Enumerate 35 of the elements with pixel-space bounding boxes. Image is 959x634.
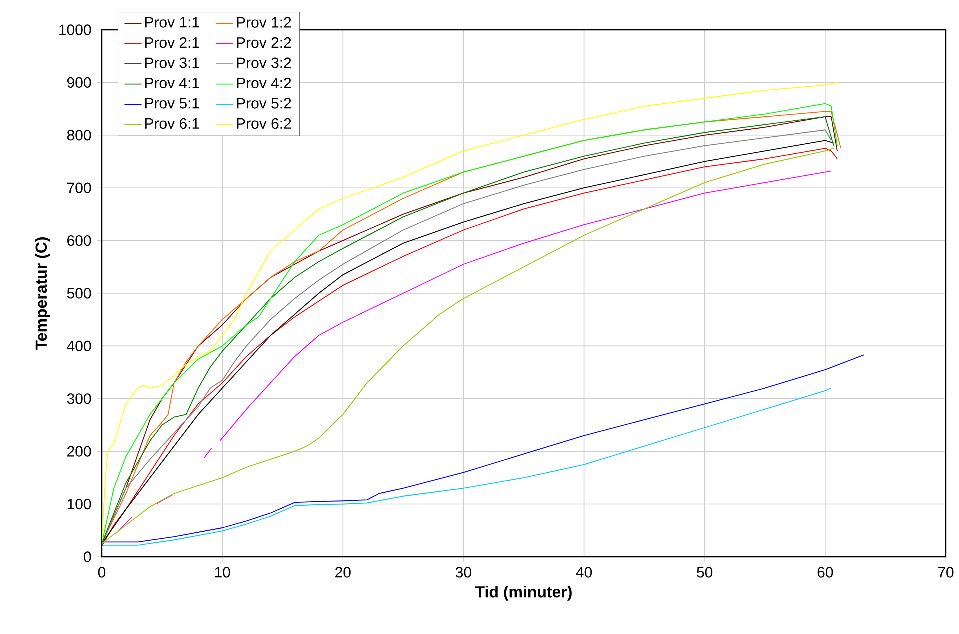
legend-label: Prov 3:1 xyxy=(145,58,200,68)
y-tick-label: 300 xyxy=(67,394,92,404)
x-tick-label: 30 xyxy=(456,567,472,578)
y-tick-label: 0 xyxy=(84,552,92,562)
y-tick-label: 1000 xyxy=(60,24,92,36)
y-tick-label: 400 xyxy=(67,340,92,352)
legend-label: Prov 4:1 xyxy=(145,78,200,88)
x-tick-label: 20 xyxy=(336,567,351,578)
x-tick-label: 60 xyxy=(818,567,834,578)
x-tick-label: 70 xyxy=(938,567,954,578)
legend-label: Prov 6:1 xyxy=(145,118,200,130)
y-tick-label: 700 xyxy=(68,182,92,194)
y-tick-label: 600 xyxy=(68,235,92,246)
legend-label: Prov 1:1 xyxy=(145,17,200,28)
legend-label: Prov 2:1 xyxy=(145,38,200,48)
legend-label: Prov 6:2 xyxy=(237,118,292,130)
x-tick-label: 0 xyxy=(98,567,106,578)
y-tick-label: 800 xyxy=(67,130,92,141)
legend-label: Prov 5:1 xyxy=(145,98,200,109)
y-axis-title: Temperatur (C) xyxy=(35,238,50,350)
y-tick-label: 500 xyxy=(67,288,92,299)
legend-label: Prov 4:2 xyxy=(237,78,292,89)
y-tick-label: 900 xyxy=(67,77,92,88)
y-tick-label: 200 xyxy=(68,446,92,457)
legend-label: Prov 1:2 xyxy=(237,17,292,28)
legend-label: Prov 2:2 xyxy=(237,38,292,48)
line-series xyxy=(102,388,832,546)
line-series xyxy=(102,354,864,543)
y-tick-label: 100 xyxy=(68,498,92,510)
x-tick-label: 40 xyxy=(576,567,592,578)
x-axis-title: Tid (minuter) xyxy=(475,586,572,601)
x-tick-label: 50 xyxy=(697,567,713,578)
legend-label: Prov 3:2 xyxy=(237,58,292,68)
legend-label: Prov 5:2 xyxy=(237,98,292,109)
x-tick-label: 10 xyxy=(215,567,230,578)
